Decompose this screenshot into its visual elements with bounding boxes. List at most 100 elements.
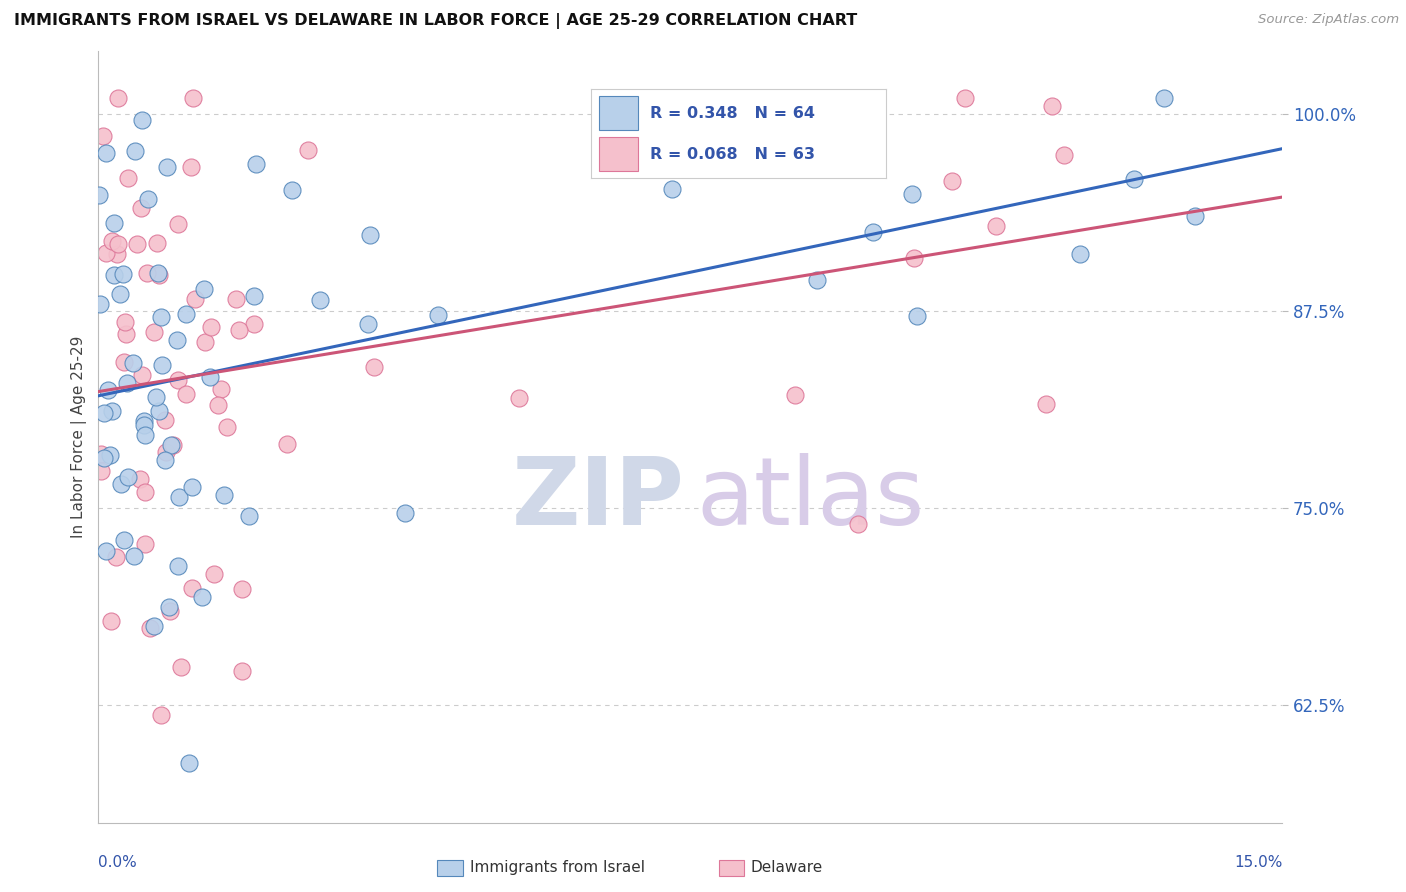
Point — [104, 550, 127, 565]
Point — [846, 516, 869, 531]
Point — [101, 404, 124, 418]
Point — [150, 358, 173, 372]
Point — [243, 317, 266, 331]
Point — [202, 567, 225, 582]
Point — [184, 292, 207, 306]
Point — [156, 160, 179, 174]
Bar — [599, 137, 638, 171]
Point — [93, 450, 115, 465]
Point — [1040, 99, 1063, 113]
Point — [1035, 397, 1057, 411]
Point — [115, 376, 138, 390]
Point — [180, 480, 202, 494]
Point — [117, 170, 139, 185]
Point — [134, 484, 156, 499]
Point — [94, 544, 117, 558]
Point — [149, 310, 172, 325]
Point — [194, 334, 217, 349]
Point — [135, 266, 157, 280]
Point — [225, 292, 247, 306]
Point — [661, 181, 683, 195]
Point — [755, 99, 778, 113]
Point — [394, 506, 416, 520]
Point — [212, 488, 235, 502]
Point — [1153, 91, 1175, 105]
Point — [124, 549, 146, 563]
Point — [193, 282, 215, 296]
Point — [508, 391, 530, 405]
Point — [132, 417, 155, 432]
Point — [132, 414, 155, 428]
Y-axis label: In Labor Force | Age 25-29: In Labor Force | Age 25-29 — [72, 336, 87, 538]
Point — [207, 398, 229, 412]
Point — [903, 251, 925, 265]
Point — [134, 427, 156, 442]
Point — [134, 537, 156, 551]
Point — [297, 144, 319, 158]
Bar — [599, 96, 638, 130]
Point — [785, 388, 807, 402]
Point — [167, 217, 190, 231]
Point — [107, 91, 129, 105]
Point — [131, 113, 153, 128]
Text: IMMIGRANTS FROM ISRAEL VS DELAWARE IN LABOR FORCE | AGE 25-29 CORRELATION CHART: IMMIGRANTS FROM ISRAEL VS DELAWARE IN LA… — [14, 13, 858, 29]
Point — [155, 445, 177, 459]
Point — [89, 188, 111, 202]
Point — [127, 236, 149, 251]
Point — [309, 293, 332, 307]
Point — [200, 320, 222, 334]
Point — [153, 412, 176, 426]
Point — [160, 438, 183, 452]
Point — [117, 469, 139, 483]
Point — [167, 490, 190, 504]
Point — [170, 660, 193, 674]
Point — [180, 581, 202, 595]
Point — [166, 334, 188, 348]
Point — [146, 235, 169, 250]
Text: Delaware: Delaware — [751, 861, 823, 875]
Point — [901, 186, 924, 201]
Point — [281, 182, 304, 196]
Point — [159, 604, 181, 618]
Point — [198, 370, 221, 384]
Point — [148, 268, 170, 282]
Point — [107, 237, 129, 252]
Point — [101, 235, 124, 249]
Point — [105, 247, 128, 261]
Point — [276, 437, 298, 451]
Point — [181, 91, 204, 105]
Point — [177, 756, 200, 770]
Point — [90, 464, 112, 478]
Point — [363, 360, 385, 375]
Point — [94, 145, 117, 160]
Point — [862, 225, 884, 239]
Point — [215, 420, 238, 434]
Point — [96, 246, 118, 260]
Point — [174, 387, 197, 401]
Point — [984, 219, 1007, 234]
Point — [124, 145, 146, 159]
Text: R = 0.348   N = 64: R = 0.348 N = 64 — [650, 106, 814, 120]
Point — [427, 308, 450, 322]
Point — [180, 160, 202, 174]
Point — [110, 477, 132, 491]
Point — [242, 289, 264, 303]
Text: atlas: atlas — [696, 453, 925, 545]
Point — [166, 373, 188, 387]
Point — [174, 307, 197, 321]
Text: 15.0%: 15.0% — [1234, 855, 1282, 870]
Point — [114, 315, 136, 329]
Text: Immigrants from Israel: Immigrants from Israel — [470, 861, 644, 875]
Point — [166, 558, 188, 573]
Point — [136, 192, 159, 206]
Point — [128, 472, 150, 486]
Point — [148, 266, 170, 280]
Point — [145, 391, 167, 405]
Point — [89, 297, 111, 311]
Point — [1184, 209, 1206, 223]
Text: ZIP: ZIP — [512, 453, 685, 545]
Point — [103, 268, 125, 282]
Point — [115, 327, 138, 342]
Point — [148, 404, 170, 418]
Text: R = 0.068   N = 63: R = 0.068 N = 63 — [650, 147, 814, 161]
